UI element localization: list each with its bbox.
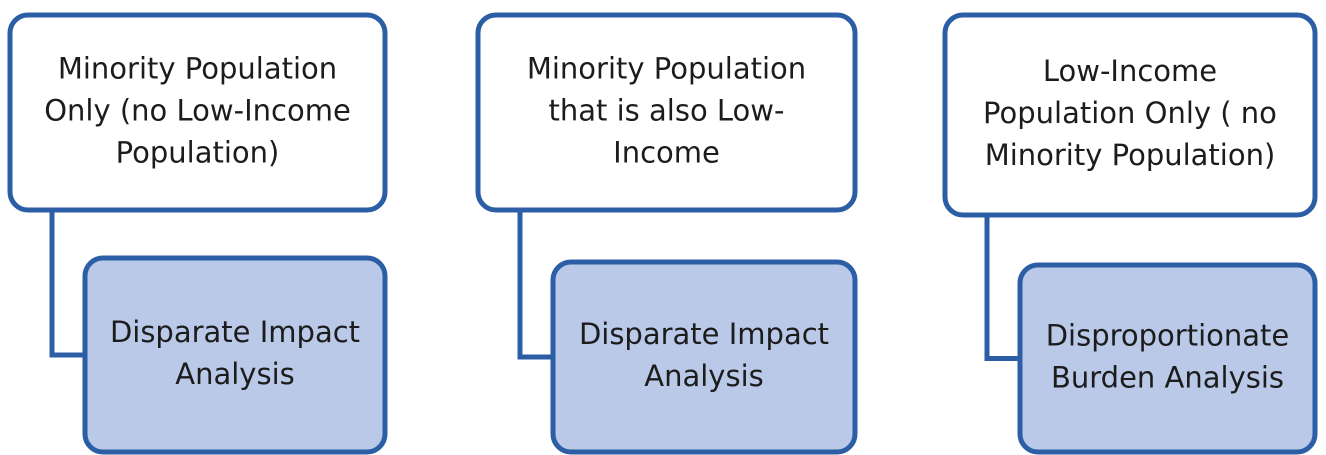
analysis-box-text: Disproportionate (1046, 319, 1290, 353)
analysis-box-text: Analysis (644, 359, 763, 393)
connector (517, 210, 553, 360)
analysis-box (1017, 262, 1318, 455)
group-box-text: Minority Population (527, 52, 806, 86)
group-box-text: Population Only ( no (983, 96, 1277, 130)
group-box-text: Minority Population) (985, 138, 1276, 172)
group-box (942, 12, 1318, 218)
analysis-box-text: Burden Analysis (1051, 361, 1284, 395)
group-box (7, 12, 388, 213)
group-box-text: that is also Low- (549, 94, 785, 128)
analysis-box-text: Disparate Impact (110, 315, 360, 349)
connector (984, 215, 1020, 361)
analysis-box (82, 255, 388, 455)
group-box-text: Only (no Low-Income (44, 94, 351, 128)
analysis-box (550, 259, 858, 455)
group-box-text: Minority Population (58, 52, 337, 86)
analysis-box-text: Analysis (175, 357, 294, 391)
group-box-text: Income (613, 136, 720, 170)
connector (49, 210, 85, 358)
group-box-text: Low-Income (1043, 54, 1217, 88)
analysis-box-text: Disparate Impact (579, 317, 829, 351)
group-box-text: Population) (116, 136, 280, 170)
group-box (475, 12, 858, 213)
